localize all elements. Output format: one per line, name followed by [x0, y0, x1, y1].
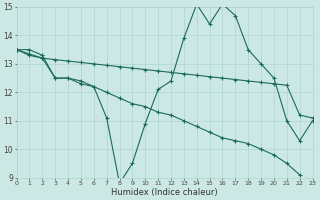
X-axis label: Humidex (Indice chaleur): Humidex (Indice chaleur) — [111, 188, 218, 197]
